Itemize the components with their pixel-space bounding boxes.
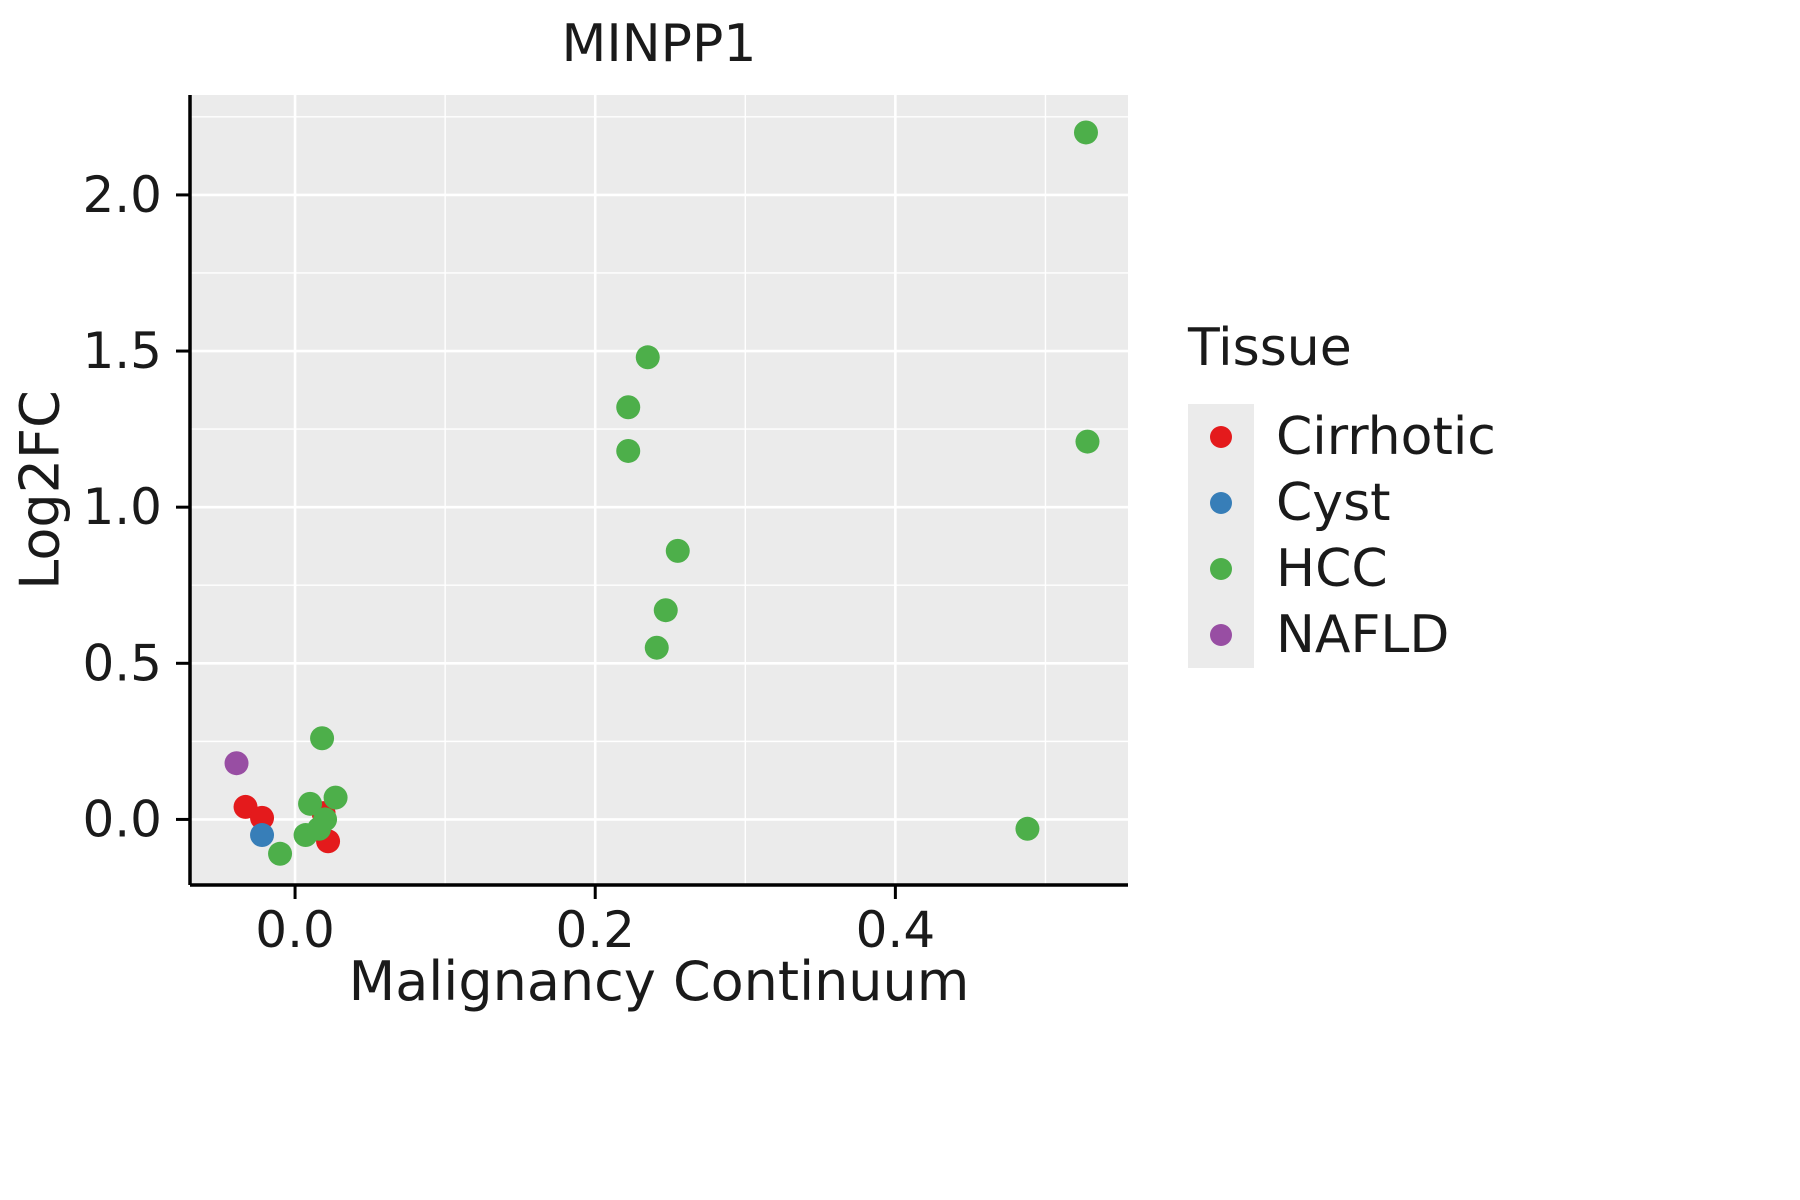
legend-dot-nafld bbox=[1210, 624, 1232, 646]
legend-item-nafld: NAFLD bbox=[1188, 602, 1496, 668]
point-hcc bbox=[665, 538, 690, 563]
y-tick-label: 2.0 bbox=[82, 166, 162, 224]
point-cyst bbox=[250, 823, 275, 848]
point-hcc bbox=[1073, 120, 1098, 145]
y-tick-label: 0.5 bbox=[82, 634, 162, 692]
chart-title: MINPP1 bbox=[561, 14, 757, 74]
point-hcc bbox=[313, 807, 338, 832]
x-axis-label: Malignancy Continuum bbox=[348, 950, 970, 1013]
point-hcc bbox=[1075, 429, 1100, 454]
point-hcc bbox=[298, 791, 323, 816]
point-hcc bbox=[323, 785, 348, 810]
point-hcc bbox=[1015, 816, 1040, 841]
legend-dot-cyst bbox=[1210, 492, 1232, 514]
legend-label: NAFLD bbox=[1276, 605, 1450, 665]
point-hcc bbox=[653, 598, 678, 623]
plot-panel bbox=[190, 95, 1128, 885]
y-tick-label: 1.0 bbox=[82, 478, 162, 536]
point-hcc bbox=[310, 726, 335, 751]
point-hcc bbox=[616, 438, 641, 463]
point-hcc bbox=[268, 841, 293, 866]
y-tick-label: 1.5 bbox=[82, 322, 162, 380]
legend-items: Cirrhotic Cyst HCC NAFLD bbox=[1188, 404, 1496, 668]
point-hcc bbox=[616, 395, 641, 420]
legend-item-cyst: Cyst bbox=[1188, 470, 1496, 536]
point-nafld bbox=[224, 751, 249, 776]
y-tick-label: 0.0 bbox=[82, 790, 162, 848]
legend-key bbox=[1188, 602, 1254, 668]
legend-label: HCC bbox=[1276, 539, 1388, 599]
legend-label: Cirrhotic bbox=[1276, 407, 1496, 467]
point-cirrhotic bbox=[250, 805, 275, 830]
legend-key bbox=[1188, 404, 1254, 470]
legend-item-hcc: HCC bbox=[1188, 536, 1496, 602]
legend-label: Cyst bbox=[1276, 473, 1391, 533]
legend: Tissue Cirrhotic Cyst HCC NAFLD bbox=[1188, 318, 1496, 668]
legend-key bbox=[1188, 470, 1254, 536]
point-hcc bbox=[644, 635, 669, 660]
x-tick-label: 0.0 bbox=[255, 901, 335, 959]
x-tick-label: 0.2 bbox=[555, 901, 635, 959]
x-tick-label: 0.4 bbox=[856, 901, 936, 959]
legend-item-cirrhotic: Cirrhotic bbox=[1188, 404, 1496, 470]
legend-dot-hcc bbox=[1210, 558, 1232, 580]
legend-title: Tissue bbox=[1188, 318, 1352, 378]
legend-key bbox=[1188, 536, 1254, 602]
point-hcc bbox=[635, 345, 660, 370]
legend-dot-cirrhotic bbox=[1210, 426, 1232, 448]
